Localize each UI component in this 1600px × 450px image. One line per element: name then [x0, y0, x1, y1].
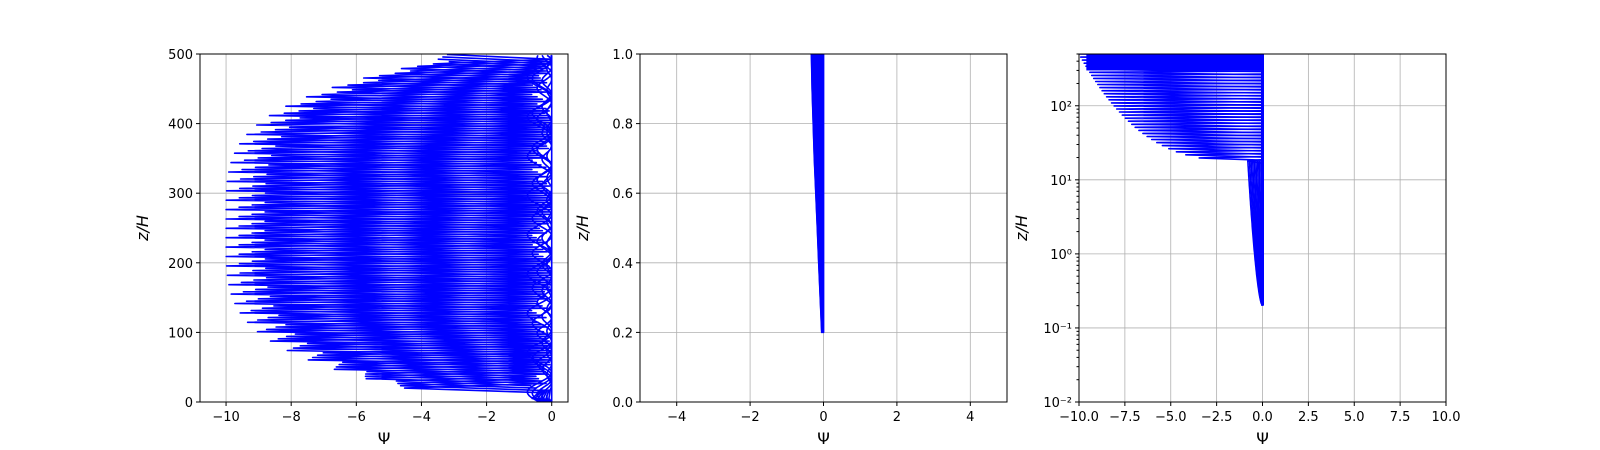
series-zigzag-curve — [264, 60, 553, 387]
curves — [1079, 54, 1264, 306]
x-axis-label: Ψ — [378, 429, 391, 448]
x-tick-label: −7.5 — [1109, 410, 1141, 425]
y-tick-label: 0.6 — [612, 187, 633, 202]
y-tick-label: 400 — [168, 118, 193, 133]
x-tick-label: 0.0 — [1252, 410, 1273, 425]
series-low-curve — [1247, 160, 1264, 306]
series-axis-curve — [526, 55, 553, 402]
series-dense-region — [1086, 54, 1263, 71]
y-tick-label: 10⁻¹ — [1043, 322, 1072, 337]
y-tick-label: 10⁰ — [1050, 248, 1072, 263]
x-tick-label: −4 — [667, 410, 686, 425]
y-tick-label: 0.2 — [612, 326, 633, 341]
x-tick-label: 2 — [893, 410, 901, 425]
y-tick-label: 200 — [168, 257, 193, 272]
y-tick-label: 0.0 — [612, 396, 633, 411]
series-curve — [816, 54, 824, 333]
y-tick-label: 100 — [168, 326, 193, 341]
x-tick-label: 7.5 — [1390, 410, 1411, 425]
y-axis-label: z/H — [133, 215, 152, 242]
panel-linear-zoom: −4 −2 0 2 4 0.0 0.2 0.4 0.6 0.8 1.0 Ψz/H — [573, 48, 1008, 448]
y-tick-label: 10² — [1050, 100, 1072, 115]
y-axis-label: z/H — [1012, 215, 1031, 242]
series-zigzag-curve — [251, 54, 553, 389]
y-tick-label: 10¹ — [1050, 174, 1072, 189]
y-tick-label: 0 — [185, 396, 193, 411]
x-tick-label: −10.0 — [1059, 410, 1099, 425]
y-tick-label: 10⁻² — [1043, 396, 1072, 411]
x-tick-label: −2 — [477, 410, 496, 425]
curves — [225, 54, 553, 402]
x-tick-label: −4 — [412, 410, 431, 425]
x-axis-label: Ψ — [1256, 429, 1269, 448]
panel-linear-full: −10 −8 −6 −4 −2 0 0 100 200 300 400 500 Ψz/H — [133, 48, 569, 448]
x-axis-label: Ψ — [817, 429, 830, 448]
x-tick-label: 4 — [966, 410, 974, 425]
panel-log-scale: −10.0 −7.5 −5.0 −2.5 0.0 2.5 5.0 7.5 10.0 10⁻² 10⁻… — [1012, 53, 1460, 448]
series-curve — [813, 54, 823, 333]
axes-frame — [199, 53, 569, 403]
x-tick-label: 0 — [548, 410, 556, 425]
x-tick-label: 0 — [819, 410, 827, 425]
y-axis-label: z/H — [573, 215, 592, 242]
x-tick-label: −8 — [282, 410, 301, 425]
y-tick-label: 500 — [168, 48, 193, 63]
series-axis-curve — [531, 54, 553, 402]
x-tick-label: 2.5 — [1298, 410, 1319, 425]
curves — [810, 54, 825, 334]
x-tick-label: −6 — [347, 410, 366, 425]
series-curve — [810, 54, 823, 333]
x-tick-label: −5.0 — [1155, 410, 1187, 425]
x-tick-label: 5.0 — [1344, 410, 1365, 425]
x-tick-label: 10.0 — [1432, 410, 1461, 425]
series-base-curve — [531, 388, 552, 402]
x-tick-label: −2.5 — [1201, 410, 1233, 425]
y-tick-label: 300 — [168, 187, 193, 202]
x-tick-label: −2 — [741, 410, 760, 425]
y-tick-label: 1.0 — [612, 48, 633, 63]
y-tick-label: 0.4 — [612, 257, 633, 272]
series-curve — [819, 54, 824, 333]
y-tick-label: 0.8 — [612, 118, 633, 133]
x-tick-label: −10 — [212, 410, 239, 425]
